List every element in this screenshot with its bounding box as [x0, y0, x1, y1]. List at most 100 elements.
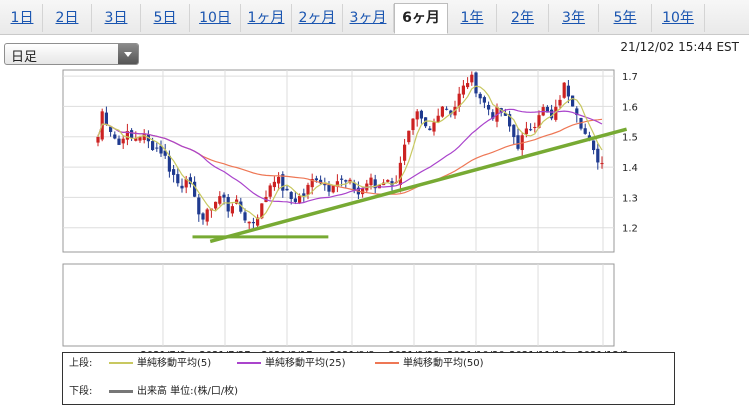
ma5-line [97, 85, 603, 220]
candle-body-61 [352, 182, 356, 191]
chevron-down-icon [118, 44, 138, 64]
tab-1[interactable]: 1日 [2, 4, 43, 32]
tab-13[interactable]: 5年 [599, 4, 652, 32]
legend-lower-row: 下段: 出来高 単位:(株/口/枚) [69, 385, 238, 399]
candle-body-29 [218, 196, 222, 204]
y-tick-label-4: 1.6 [622, 102, 638, 113]
candle-body-32 [230, 206, 234, 214]
legend-volume: 出来高 単位:(株/口/枚) [109, 385, 238, 399]
candle-body-51 [310, 178, 314, 188]
tab-5[interactable]: 10日 [190, 4, 241, 32]
candle-body-112 [566, 85, 570, 97]
candle-body-36 [247, 221, 251, 224]
period-tabs: 1日 2日 3日 5日 10日 1ヶ月 2ヶ月 3ヶ月 6ヶ月 1年 2年 3年 5年 10年 [0, 0, 749, 35]
y-tick-label-0: 1.2 [622, 224, 638, 235]
candle-period-value: 日足 [11, 50, 38, 65]
volume-plot-frame [62, 263, 615, 347]
candle-body-103 [529, 129, 533, 131]
candle-body-21 [184, 178, 188, 188]
legend-volume-label: 出来高 単位:(株/口/枚) [137, 386, 239, 397]
legend-ma25-label: 単純移動平均(25) [265, 358, 346, 369]
candle-body-77 [419, 110, 423, 119]
candle-body-76 [415, 111, 419, 120]
candle-body-82 [440, 106, 444, 117]
candle-body-109 [554, 106, 558, 120]
candle-body-38 [256, 217, 260, 226]
candle-body-34 [239, 201, 243, 212]
tab-3[interactable]: 3日 [92, 4, 141, 32]
tab-10[interactable]: 1年 [448, 4, 497, 32]
candle-body-90 [474, 72, 478, 94]
candle-body-114 [575, 108, 579, 116]
candle-body-2 [104, 112, 108, 125]
candle-body-108 [550, 109, 554, 119]
candle-period-select[interactable]: 日足 [4, 43, 139, 65]
candle-body-31 [226, 196, 230, 212]
candle-body-9 [134, 137, 138, 141]
candle-body-30 [222, 194, 226, 198]
candle-body-102 [524, 128, 528, 135]
candle-body-98 [508, 114, 512, 127]
candle-body-63 [361, 188, 365, 195]
candle-body-26 [205, 209, 209, 222]
y-tick-label-5: 1.7 [622, 72, 638, 83]
tab-7[interactable]: 2ヶ月 [292, 4, 343, 32]
y-tick-label-2: 1.4 [622, 163, 638, 174]
price-plot-frame [62, 69, 615, 253]
candle-body-45 [285, 188, 289, 191]
candle-body-39 [260, 203, 264, 219]
chart-legend: 上段: 単純移動平均(5) 単純移動平均(25) 単純移動平均(50) 下段: … [62, 352, 675, 405]
candle-body-37 [251, 222, 255, 224]
candle-body-18 [172, 169, 176, 175]
candle-body-10 [138, 137, 142, 141]
legend-ma50-label: 単純移動平均(50) [403, 358, 484, 369]
tab-8[interactable]: 3ヶ月 [343, 4, 394, 32]
candle-body-3 [109, 126, 113, 132]
price-chart: 1.21.31.41.51.61.72021/7/62021/7/272021/… [62, 69, 638, 355]
legend-ma5-swatch [109, 362, 133, 364]
candle-body-89 [470, 74, 474, 83]
candle-body-69 [386, 179, 390, 182]
tab-2[interactable]: 2日 [43, 4, 92, 32]
legend-ma5: 単純移動平均(5) [109, 357, 211, 371]
candle-body-35 [243, 212, 247, 221]
candle-body-72 [398, 162, 402, 185]
candle-body-22 [188, 177, 192, 185]
candle-body-25 [201, 213, 205, 220]
candle-body-116 [583, 128, 587, 134]
tab-14[interactable]: 10年 [652, 4, 705, 32]
candle-body-54 [323, 183, 327, 186]
candle-body-73 [403, 144, 407, 161]
tab-6[interactable]: 1ヶ月 [241, 4, 292, 32]
candle-body-55 [327, 185, 331, 192]
chart-timestamp: 21/12/02 15:44 EST [620, 40, 739, 54]
candle-body-23 [193, 181, 197, 197]
legend-lower-label: 下段: [69, 386, 93, 397]
candle-body-57 [335, 181, 339, 187]
candle-body-87 [461, 85, 465, 95]
y-tick-label-3: 1.5 [622, 133, 638, 144]
candle-body-113 [571, 95, 575, 107]
tab-4[interactable]: 5日 [141, 4, 190, 32]
candle-body-24 [197, 197, 201, 215]
tab-9[interactable]: 6ヶ月 [394, 3, 448, 34]
candle-body-13 [151, 141, 155, 151]
candle-body-93 [487, 105, 491, 110]
trend-line [209, 127, 628, 244]
candle-body-86 [457, 93, 461, 107]
candle-body-92 [482, 97, 486, 103]
candle-body-110 [558, 99, 562, 106]
candle-body-7 [125, 130, 129, 140]
candle-body-66 [373, 179, 377, 189]
candle-body-50 [306, 184, 310, 195]
candle-body-59 [344, 180, 348, 182]
candle-body-120 [600, 163, 604, 165]
candle-body-65 [369, 177, 373, 186]
candle-body-43 [277, 176, 281, 184]
candle-body-14 [155, 147, 159, 149]
tab-12[interactable]: 3年 [549, 4, 599, 32]
candle-body-8 [130, 130, 134, 139]
legend-volume-swatch [109, 389, 133, 393]
tab-11[interactable]: 2年 [497, 4, 549, 32]
candle-body-75 [411, 118, 415, 131]
